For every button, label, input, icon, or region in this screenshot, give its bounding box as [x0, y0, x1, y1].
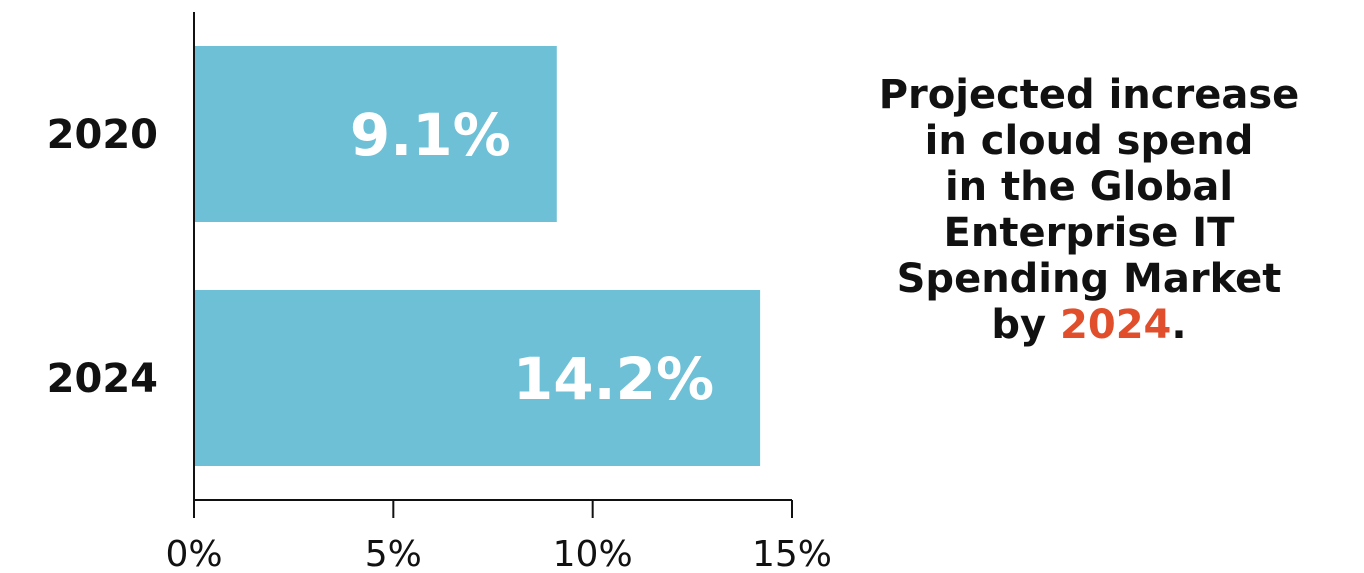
category-label: 2024: [47, 356, 158, 402]
bar-value-label: 14.2%: [513, 345, 714, 413]
chart-headline: Projected increase in cloud spend in the…: [826, 72, 1352, 348]
x-tick-label: 0%: [165, 534, 222, 573]
category-label: 2020: [47, 112, 158, 158]
bar-value-label: 9.1%: [350, 101, 511, 169]
headline-last-line: by 2024.: [826, 302, 1352, 348]
headline-line: Spending Market: [896, 256, 1282, 302]
headline-suffix: .: [1171, 302, 1187, 348]
bar-chart: 9.1% 2020 14.2% 2024 0% 5% 10% 15%: [47, 12, 830, 573]
headline-line: in the Global: [944, 164, 1234, 210]
headline-line: in cloud spend: [924, 118, 1254, 164]
x-tick-label: 5%: [365, 534, 422, 573]
headline-prefix: by: [991, 302, 1061, 348]
headline-line: Enterprise IT: [943, 210, 1235, 256]
bar: [194, 290, 761, 466]
x-tick-label: 10%: [553, 534, 633, 573]
x-tick-label: 15%: [752, 534, 830, 573]
headline-year-highlight: 2024: [1060, 302, 1172, 348]
bar: [194, 46, 557, 222]
headline-line: Projected increase: [878, 72, 1300, 118]
